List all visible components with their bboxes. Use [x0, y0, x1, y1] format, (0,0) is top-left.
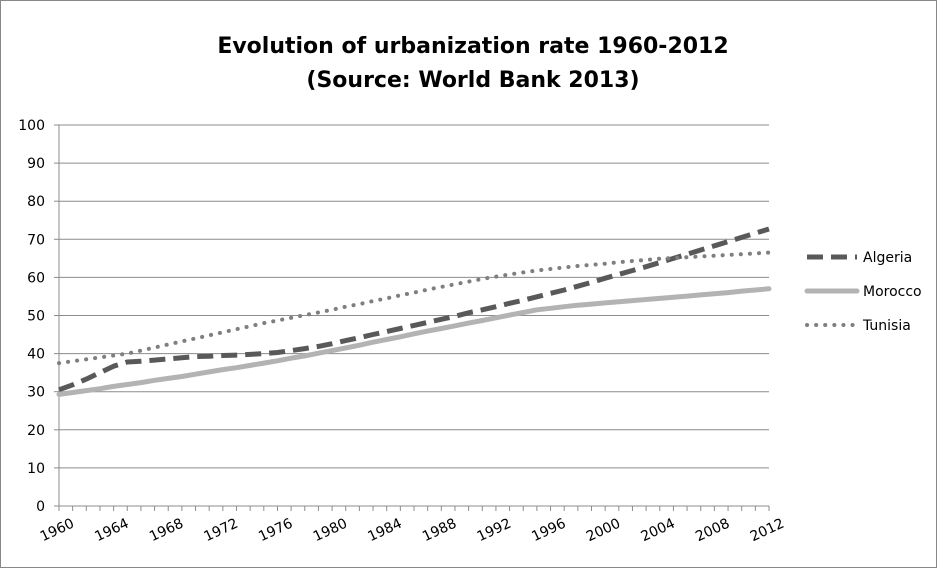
legend-label-tunisia: Tunisia — [862, 318, 911, 334]
y-tick-label: 50 — [27, 309, 45, 325]
legend-label-morocco: Morocco — [863, 284, 922, 300]
gridlines — [59, 124, 769, 469]
legend: Algeria Morocco Tunisia — [804, 250, 922, 334]
y-tick-label: 70 — [27, 232, 45, 248]
y-tick-label: 10 — [27, 461, 45, 477]
series-line-tunisia — [57, 250, 771, 366]
x-tick-label: 2000 — [584, 516, 623, 546]
y-tick-label: 40 — [27, 347, 45, 363]
y-tick-label: 80 — [27, 194, 45, 210]
chart-subtitle: (Source: World Bank 2013) — [306, 68, 639, 93]
x-tick-label: 1996 — [529, 516, 568, 546]
x-tick-label: 1976 — [256, 516, 295, 546]
x-tick-label: 2008 — [693, 516, 732, 546]
y-tick-label: 20 — [27, 423, 45, 439]
series-line-morocco — [56, 286, 772, 397]
x-tick-label: 2012 — [748, 516, 787, 546]
x-tick-label: 1964 — [92, 516, 131, 546]
y-tick-labels: 0 10 20 30 40 50 60 70 80 90 100 — [18, 118, 45, 515]
series-line-algeria — [58, 226, 770, 393]
axes — [54, 124, 770, 511]
x-tick-label: 1968 — [147, 516, 186, 546]
chart-title: Evolution of urbanization rate 1960-2012 — [217, 34, 728, 59]
x-tick-label: 1980 — [311, 516, 350, 546]
legend-label-algeria: Algeria — [863, 250, 912, 266]
y-tick-label: 100 — [18, 118, 45, 134]
series-lines — [56, 226, 772, 397]
x-tick-label: 1992 — [475, 516, 514, 546]
x-tick-label: 1988 — [420, 516, 459, 546]
y-tick-label: 60 — [27, 270, 45, 286]
x-tick-label: 1984 — [365, 516, 404, 546]
x-tick-labels: 1960 1964 1968 1972 1976 1980 1984 1988 1992 1996… — [38, 516, 787, 546]
x-tick-label: 1960 — [38, 516, 77, 546]
x-tick-label: 2004 — [639, 516, 678, 546]
y-tick-label: 30 — [27, 385, 45, 401]
y-tick-label: 90 — [27, 156, 45, 172]
y-tick-label: 0 — [36, 499, 45, 515]
x-tick-label: 1972 — [202, 516, 241, 546]
